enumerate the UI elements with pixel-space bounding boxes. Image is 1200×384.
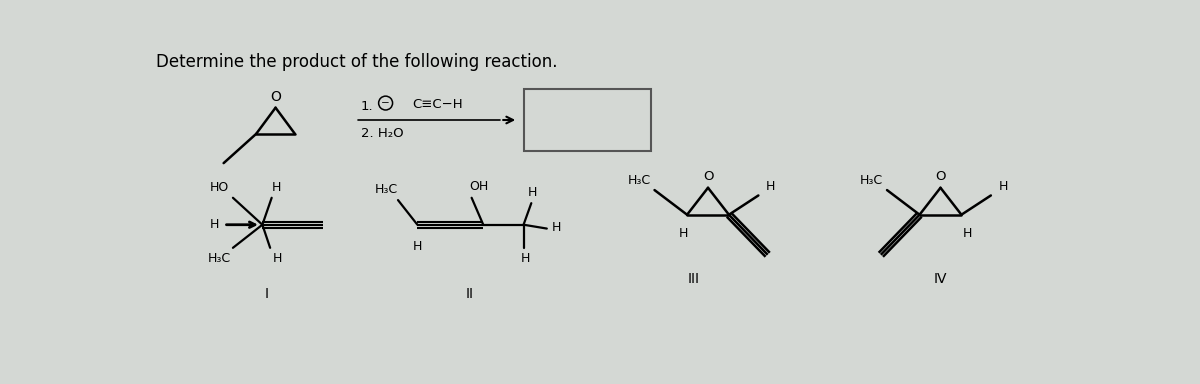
Text: O: O: [935, 170, 946, 183]
Text: IV: IV: [934, 271, 947, 286]
Text: H₃C: H₃C: [374, 183, 398, 196]
Text: H₃C: H₃C: [208, 252, 232, 265]
Text: H: H: [678, 227, 688, 240]
Text: H: H: [962, 227, 972, 240]
Text: H: H: [413, 240, 422, 253]
Text: H: H: [766, 180, 775, 194]
Text: 1.: 1.: [361, 100, 373, 113]
Text: H₃C: H₃C: [860, 174, 883, 187]
Text: III: III: [688, 271, 700, 286]
Bar: [523, 89, 652, 151]
Text: I: I: [264, 287, 269, 301]
Text: C≡C−H: C≡C−H: [412, 98, 462, 111]
Text: Determine the product of the following reaction.: Determine the product of the following r…: [156, 53, 558, 71]
Text: H: H: [521, 252, 529, 265]
Text: 2. H₂O: 2. H₂O: [361, 127, 403, 141]
Text: H: H: [210, 218, 220, 231]
Text: II: II: [466, 287, 473, 301]
Text: O: O: [703, 170, 713, 183]
Text: −: −: [382, 98, 390, 108]
Text: H: H: [552, 221, 560, 234]
Text: H: H: [528, 186, 538, 199]
Text: H: H: [274, 252, 282, 265]
Text: HO: HO: [210, 181, 229, 194]
Text: OH: OH: [469, 180, 490, 193]
Text: H: H: [271, 181, 281, 194]
Text: H: H: [998, 180, 1008, 194]
Text: O: O: [270, 90, 281, 104]
Text: H₃C: H₃C: [628, 174, 650, 187]
